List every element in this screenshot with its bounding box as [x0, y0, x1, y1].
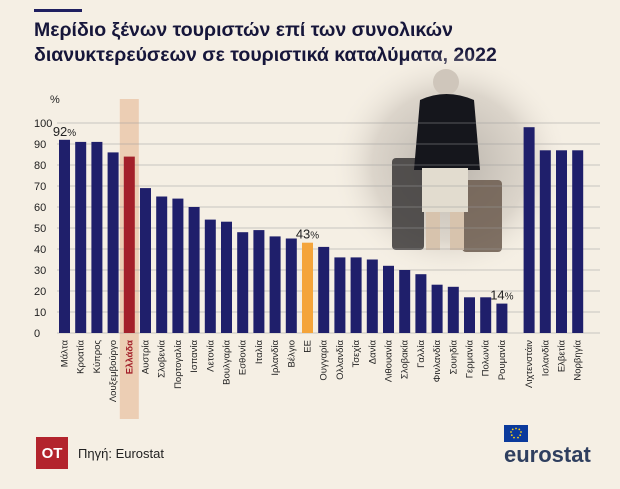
- x-tick-label: Δανία: [367, 340, 378, 365]
- bar-7: [172, 198, 184, 333]
- bar-13: [269, 236, 281, 333]
- x-tick-label: Ουγγαρία: [319, 340, 330, 381]
- x-tick-label: Ρουμανία: [497, 339, 508, 380]
- bar-31: [572, 150, 584, 333]
- bar-21: [399, 270, 411, 333]
- x-tick-label: Ελβετία: [557, 340, 568, 373]
- bar-25: [464, 297, 475, 333]
- y-tick-label: 0: [34, 328, 40, 340]
- x-tick-label: Αυστρία: [141, 339, 152, 374]
- x-tick-label: Μάλτα: [60, 340, 71, 368]
- y-tick-label: 50: [34, 223, 46, 235]
- x-tick-label: Νορβηγία: [573, 339, 584, 380]
- x-tick-label: Βέλγιο: [286, 340, 297, 367]
- y-tick-label: 30: [34, 265, 46, 277]
- bar-22: [415, 274, 427, 333]
- x-tick-label: Ιταλία: [254, 339, 265, 364]
- y-tick-label: 40: [34, 244, 46, 256]
- x-tick-label: Ισπανία: [189, 340, 200, 373]
- x-tick-label: Γερμανία: [465, 340, 476, 379]
- title-accent-rule: [34, 9, 82, 12]
- bar-23: [431, 284, 443, 333]
- x-tick-label: Ελλάδα: [124, 340, 135, 374]
- x-tick-label: Ισλανδία: [540, 340, 551, 377]
- bar-28: [523, 127, 535, 333]
- x-tick-label: Σλοβενία: [157, 340, 168, 378]
- bar-12: [253, 230, 265, 333]
- x-tick-label: Κροατία: [76, 339, 87, 373]
- data-label: 92%: [53, 124, 76, 139]
- x-tick-label: Κύπρος: [92, 340, 103, 374]
- bar-9: [204, 219, 216, 333]
- bar-19: [366, 259, 378, 333]
- y-axis-unit-label: %: [50, 94, 60, 106]
- bar-26: [480, 297, 492, 333]
- ot-logo: ΟΤ: [36, 437, 68, 469]
- data-label: 43%: [296, 227, 319, 242]
- bar-20: [383, 265, 394, 333]
- bar-14: [285, 238, 297, 333]
- bar-18: [350, 257, 362, 333]
- x-tick-label: Λετονία: [205, 340, 216, 372]
- bar-29: [539, 150, 551, 333]
- x-tick-label: Πολωνία: [481, 339, 492, 376]
- bar-8: [188, 207, 200, 333]
- bar-3: [107, 152, 119, 333]
- x-tick-label: Σλοβακία: [400, 339, 411, 379]
- x-tick-label: Εσθονία: [238, 339, 249, 375]
- eu-flag-icon: [504, 425, 528, 442]
- bar-11: [237, 232, 249, 333]
- y-tick-label: 80: [34, 160, 46, 172]
- x-tick-label: Φινλανδία: [432, 340, 443, 383]
- x-tick-label: Βουλγαρία: [222, 340, 233, 385]
- x-tick-label: Λιχτενστάιν: [524, 340, 535, 388]
- y-tick-label: 70: [34, 181, 46, 193]
- chart-title: Μερίδιο ξένων τουριστών επί των συνολικώ…: [34, 19, 497, 66]
- y-tick-label: 20: [34, 286, 46, 298]
- bar-16: [318, 246, 330, 333]
- data-label: 14%: [490, 288, 513, 303]
- bar-27: [496, 303, 508, 333]
- x-tick-label: Γαλλία: [416, 339, 427, 367]
- x-tick-label: Λιθουανία: [384, 340, 395, 383]
- bar-10: [221, 221, 232, 333]
- x-tick-label: Τσεχία: [351, 339, 362, 367]
- x-tick-label: Ολλανδία: [335, 340, 346, 380]
- y-tick-label: 90: [34, 139, 46, 151]
- bar-2: [91, 141, 103, 333]
- y-tick-label: 60: [34, 202, 46, 214]
- y-tick-label: 10: [34, 307, 46, 319]
- bar-6: [156, 196, 168, 333]
- y-tick-label: 100: [34, 118, 52, 130]
- bar-24: [447, 286, 459, 333]
- x-tick-label: Πορτογαλία: [173, 340, 184, 389]
- eurostat-logo: eurostat: [504, 442, 591, 467]
- source-note: Πηγή: Eurostat: [78, 446, 164, 461]
- bar-4: [123, 156, 135, 333]
- bar-15: [302, 242, 313, 333]
- x-tick-label: Σουηδία: [448, 339, 459, 374]
- x-tick-label: Ιρλανδία: [270, 339, 281, 375]
- bar-17: [334, 257, 346, 333]
- bar-1: [75, 141, 87, 333]
- bar-30: [556, 150, 567, 333]
- bar-0: [59, 139, 70, 333]
- bar-5: [140, 188, 151, 333]
- x-tick-label: ΕΕ: [303, 340, 314, 353]
- x-tick-label: Λουξεμβούργο: [108, 340, 119, 402]
